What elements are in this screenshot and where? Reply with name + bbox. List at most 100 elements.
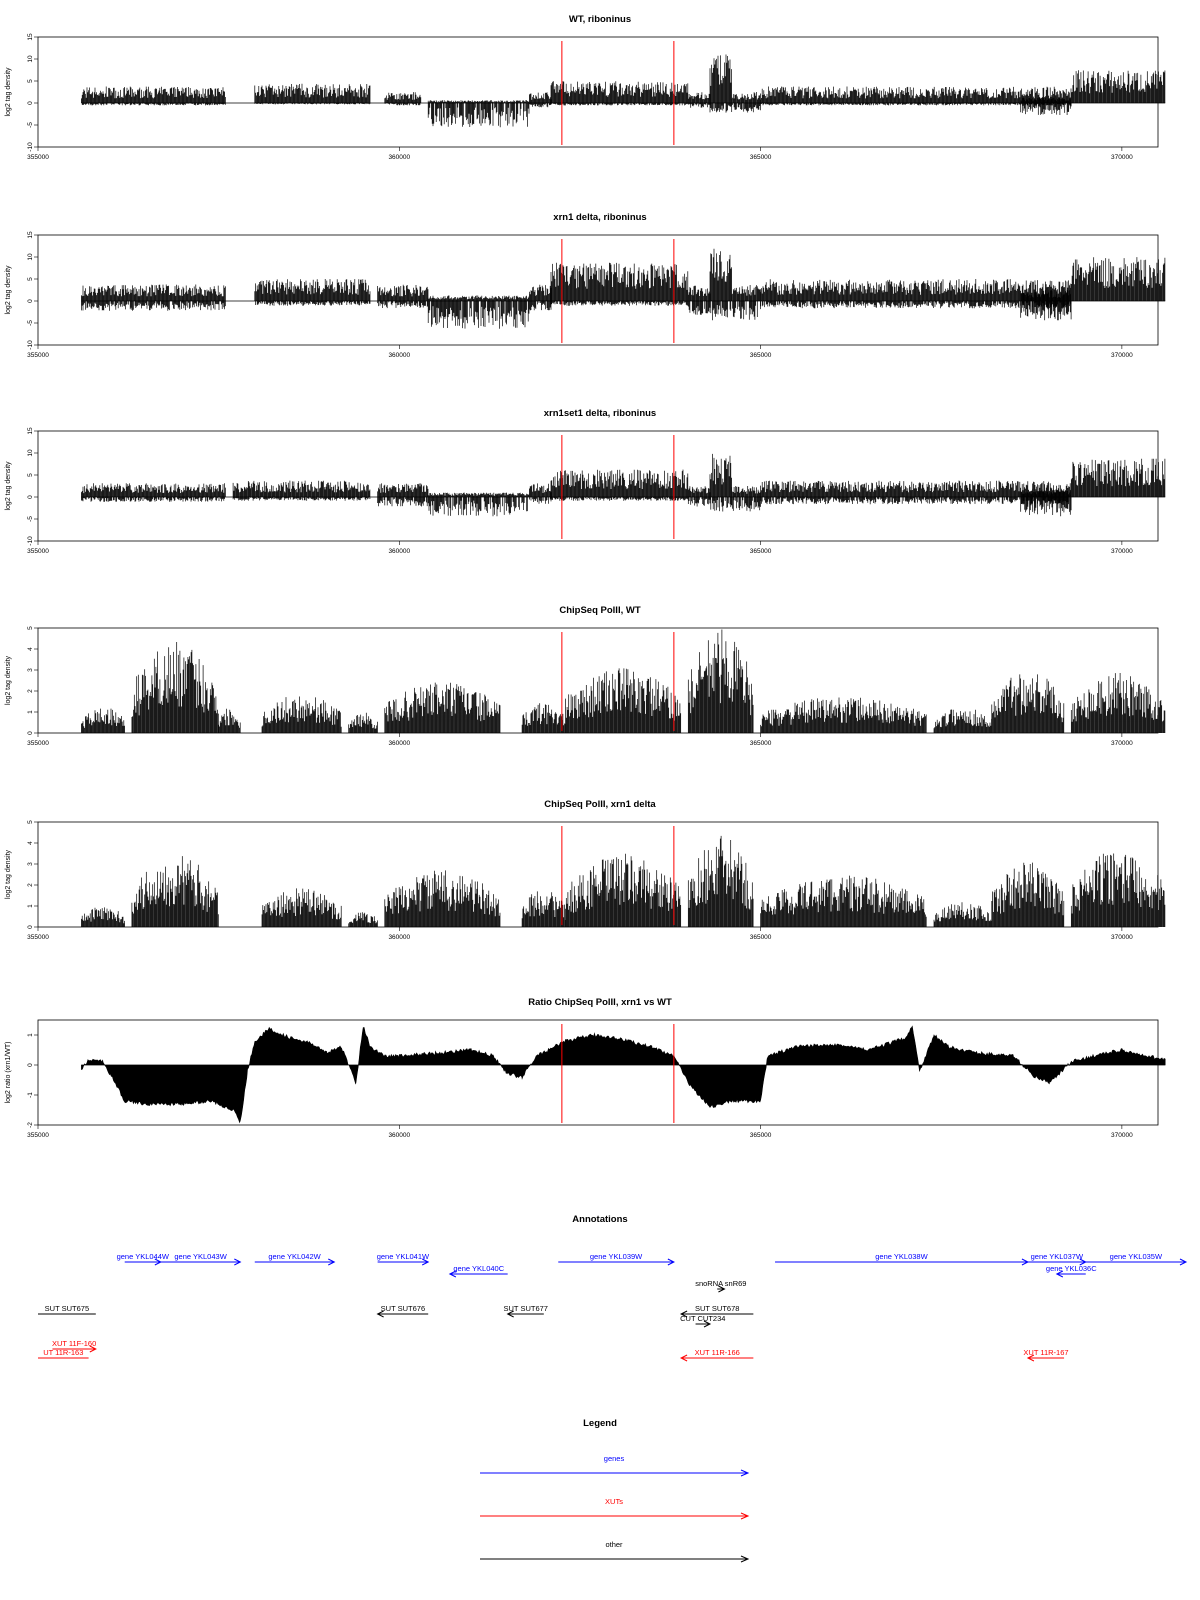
signal-segment (709, 248, 732, 321)
signal-bars (687, 92, 711, 108)
signal-bars (550, 262, 689, 306)
signal-segment (687, 486, 711, 507)
signal-segment (687, 92, 711, 108)
signal-segment (687, 285, 711, 315)
signal-bars (427, 100, 530, 128)
signal-bars (1020, 290, 1072, 321)
legend-entry-xut: XUTs (480, 1497, 750, 1520)
y-tick-label: -5 (27, 516, 34, 522)
signal-bars (760, 697, 927, 733)
arrow-head (1179, 1258, 1188, 1266)
annotation-xut: UT 11R-163 (38, 1348, 89, 1359)
annotation-label: gene YKL043W (174, 1252, 227, 1261)
signal-segment (991, 862, 1065, 927)
signal-bars (709, 54, 732, 113)
annotation-label: CUT CUT234 (680, 1314, 725, 1323)
signal-segment (687, 629, 754, 733)
annotation-label: gene YKL044W (117, 1252, 170, 1261)
x-tick-label: 365000 (750, 1132, 772, 1139)
panel-title: ChipSeq PolII, WT (559, 605, 640, 616)
annotation-label: gene YKL035W (1110, 1252, 1163, 1261)
y-tick-label: 0 (27, 925, 34, 929)
signal-segment (933, 902, 992, 927)
signal-segment (261, 696, 342, 733)
annotation-label: gene YKL041W (377, 1252, 430, 1261)
y-tick-label: 0 (27, 731, 34, 735)
annotations-title: Annotations (572, 1214, 627, 1225)
annotation-gene: gene YKL037W (1027, 1252, 1087, 1266)
annotation-label: SUT SUT676 (381, 1304, 425, 1313)
signal-bars (687, 285, 711, 315)
signal-bars (687, 486, 711, 507)
signal-bars (550, 469, 689, 501)
x-tick-label: 355000 (27, 154, 49, 161)
signal-bars (565, 668, 682, 733)
signal-bars (760, 279, 1072, 309)
annotation-label: gene YKL038W (875, 1252, 928, 1261)
annotation-other: SUT SUT677 (504, 1304, 548, 1318)
signal-bars (427, 295, 530, 329)
signal-bars (81, 284, 226, 311)
signal-bars (529, 92, 552, 108)
annotation-label: XUT 11R-167 (1023, 1348, 1068, 1357)
signal-bars (1020, 488, 1072, 517)
panel-title: xrn1 delta, riboninus (553, 212, 646, 223)
y-axis-label: log2 tag density (5, 849, 12, 899)
annotation-xut: XUT 11R-167 (1023, 1348, 1069, 1362)
signal-bars (731, 92, 761, 113)
x-tick-label: 370000 (1111, 740, 1133, 747)
panel-title: Ratio ChipSeq PolII, xrn1 vs WT (528, 997, 672, 1008)
signal-segment (232, 480, 371, 501)
signal-bars (384, 92, 422, 106)
signal-segment (687, 835, 754, 927)
x-tick-label: 355000 (27, 934, 49, 941)
signal-bars (377, 483, 429, 507)
arrow-head (89, 1345, 97, 1353)
signal-segment (427, 100, 530, 128)
annotation-other: SUT SUT676 (376, 1304, 429, 1318)
annotation-other: SUT SUT678 (679, 1304, 754, 1318)
signal-segment (731, 486, 761, 512)
signal-bars (1070, 257, 1166, 301)
signal-segment (760, 279, 1072, 309)
annotation-xut: XUT 11F-160 (52, 1339, 97, 1353)
x-tick-label: 360000 (388, 548, 410, 555)
signal-bars (687, 629, 754, 733)
y-tick-label: 5 (27, 277, 34, 281)
signal-segment (731, 285, 761, 320)
y-tick-label: 1 (27, 904, 34, 908)
y-tick-label: 2 (27, 883, 34, 887)
legend-label: genes (604, 1454, 625, 1463)
y-tick-label: 0 (27, 101, 34, 105)
signal-bars (254, 279, 371, 306)
x-tick-label: 360000 (388, 934, 410, 941)
annotation-gene: gene YKL036C (1046, 1264, 1097, 1278)
y-tick-label: 15 (27, 427, 34, 435)
signal-segment (254, 83, 371, 105)
y-tick-label: -10 (27, 340, 34, 350)
signal-bars (218, 708, 241, 733)
signal-segment (218, 708, 241, 733)
signal-bars (261, 696, 342, 733)
signal-segment (529, 284, 552, 311)
arrow-head (328, 1258, 336, 1266)
x-tick-label: 365000 (750, 740, 772, 747)
y-axis-label: log2 tag density (5, 655, 12, 705)
signal-bars (384, 870, 501, 927)
signal-segment (550, 81, 689, 106)
annotation-label: SUT SUT678 (695, 1304, 739, 1313)
y-tick-label: 10 (27, 253, 34, 261)
annotation-gene: gene YKL039W (558, 1252, 675, 1266)
signal-segment (760, 697, 927, 733)
annotation-label: SUT SUT675 (45, 1304, 89, 1313)
annotation-label: gene YKL036C (1046, 1264, 1097, 1273)
chart-panel-3: xrn1set1 delta, riboninus 15 10 5 0 -5 -10 log2… (5, 408, 1166, 555)
arrow-head (667, 1258, 675, 1266)
signal-segment (933, 709, 992, 733)
signal-segment (1020, 290, 1072, 321)
signal-segment (427, 295, 530, 329)
arrow-head (448, 1270, 457, 1278)
signal-bars (81, 907, 125, 927)
signal-segment (521, 703, 566, 733)
x-tick-label: 365000 (750, 154, 772, 161)
